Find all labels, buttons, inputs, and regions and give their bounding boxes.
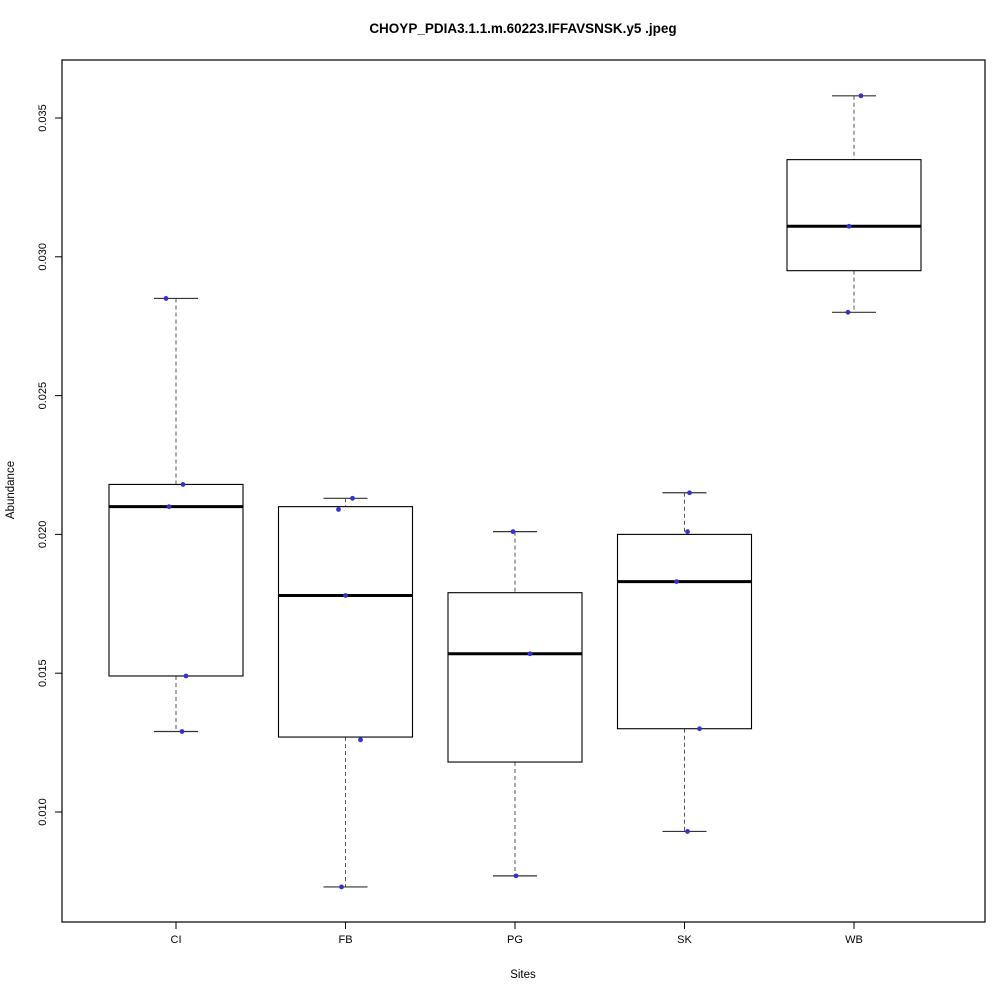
x-tick-label-wb: WB <box>845 934 863 946</box>
y-tick-label: 0.025 <box>37 382 49 410</box>
x-tick-label-ci: CI <box>171 934 182 946</box>
data-point <box>180 482 186 487</box>
data-point <box>674 579 679 584</box>
box-ci <box>108 296 244 734</box>
data-point <box>336 507 341 512</box>
box-pg <box>447 529 583 879</box>
data-point <box>858 93 864 99</box>
data-point <box>527 651 533 657</box>
data-point <box>685 829 690 834</box>
data-point <box>339 884 344 890</box>
plot-area: 0.010 0.015 0.020 0.025 0.030 0.035 CI FB PG SK WB <box>37 59 986 946</box>
box-sk <box>616 490 753 834</box>
x-tick-label-fb: FB <box>338 934 352 946</box>
chart-title: CHOYP_PDIA3.1.1.m.60223.IFFAVSNSK.y5 .jp… <box>369 21 676 36</box>
data-point <box>350 495 355 501</box>
iqr-box <box>447 592 583 763</box>
data-point <box>687 490 692 496</box>
y-axis-label: Abundance <box>5 461 17 519</box>
data-point <box>510 529 516 535</box>
data-point <box>697 726 702 732</box>
x-tick-label-sk: SK <box>677 934 692 946</box>
y-tick-label: 0.020 <box>37 521 49 549</box>
iqr-box <box>616 533 753 730</box>
data-point <box>166 504 172 510</box>
iqr-box <box>277 506 414 738</box>
data-point <box>846 223 852 229</box>
y-tick-label: 0.015 <box>37 659 49 687</box>
box-wb <box>786 93 922 315</box>
box-fb <box>277 495 414 890</box>
data-point <box>183 673 189 679</box>
plot-frame <box>61 59 986 923</box>
x-tick-label-pg: PG <box>507 934 523 946</box>
iqr-box <box>786 159 922 272</box>
y-tick-label: 0.010 <box>37 798 49 826</box>
data-point <box>179 729 185 734</box>
x-axis-label: Sites <box>510 969 536 981</box>
y-tick-label: 0.035 <box>37 104 49 132</box>
data-point <box>685 529 690 535</box>
data-point <box>513 873 519 879</box>
data-point <box>845 309 851 315</box>
y-tick-label: 0.030 <box>37 243 49 271</box>
data-point <box>163 296 169 301</box>
iqr-box <box>108 483 244 677</box>
data-point <box>343 593 348 598</box>
data-point <box>358 737 363 743</box>
